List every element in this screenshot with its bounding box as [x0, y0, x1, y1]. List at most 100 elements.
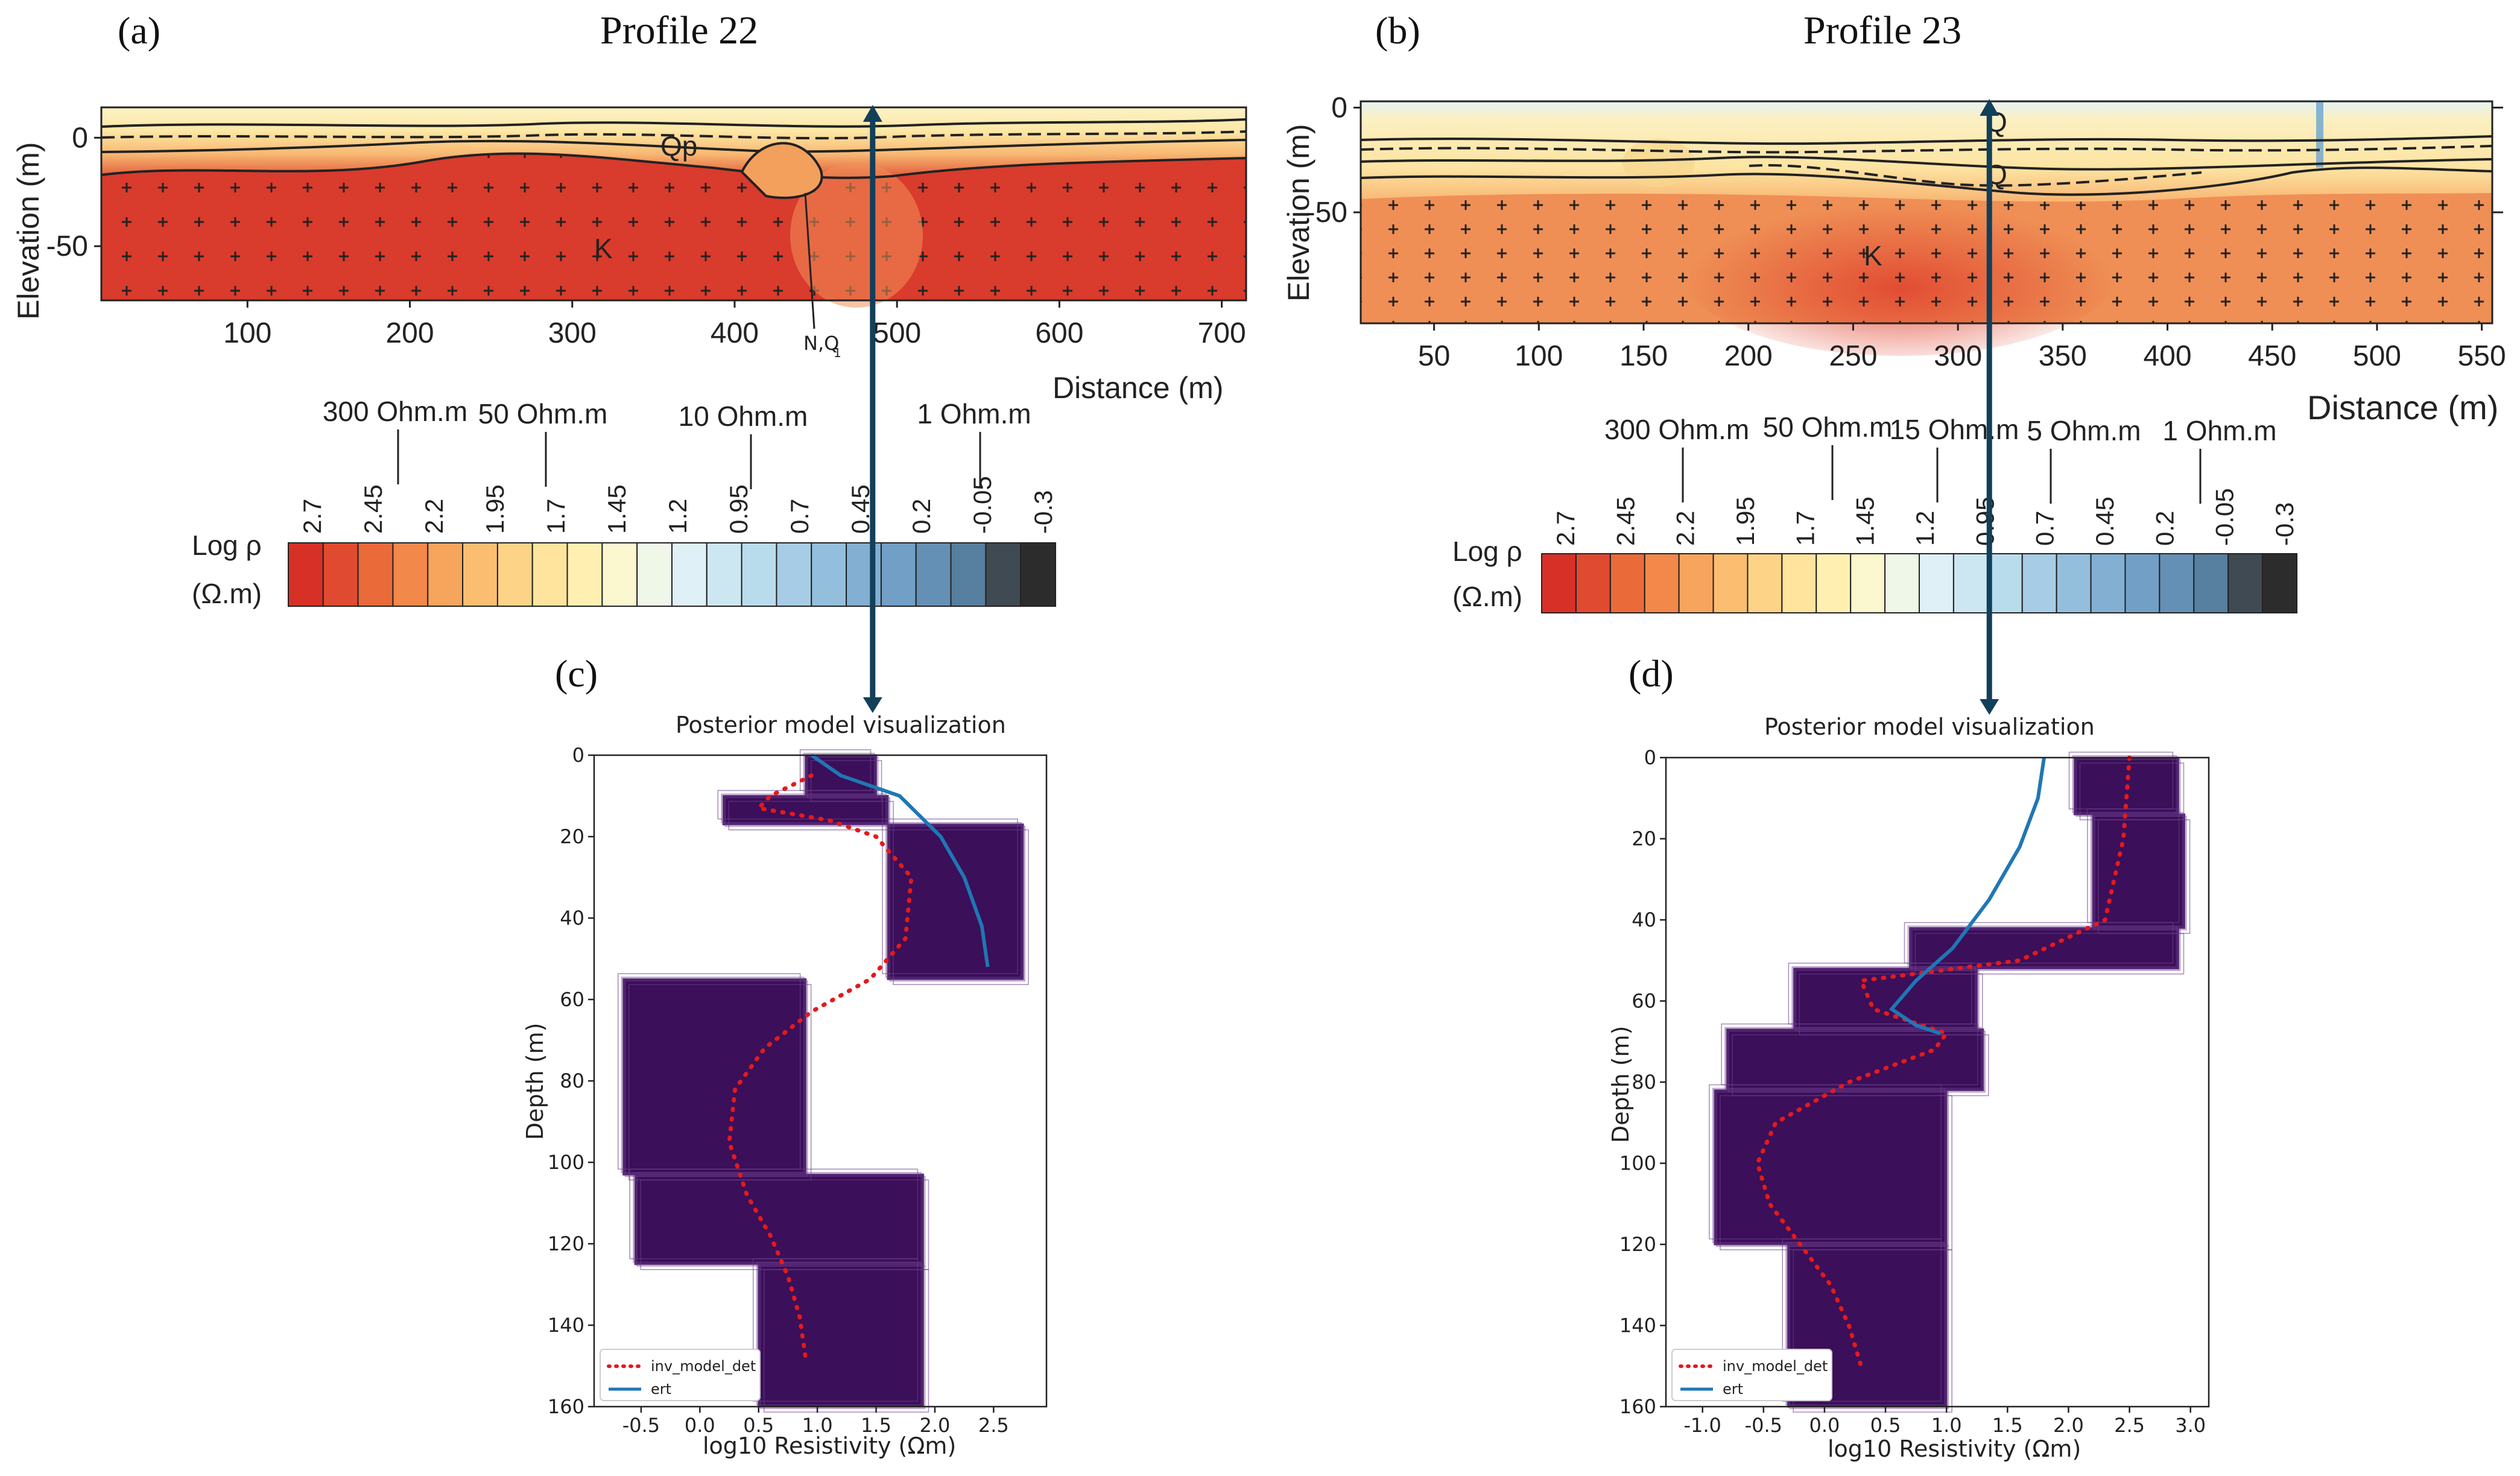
x-tick-label: 450 — [2248, 340, 2296, 372]
posterior-sample-edge — [1907, 925, 2177, 968]
x-tick-label: 1.0 — [802, 1414, 833, 1437]
y-tick-label: 60 — [1632, 990, 1656, 1013]
colorbar-tick-label: -0.3 — [1029, 490, 1057, 534]
panel-letter-c: (c) — [555, 652, 598, 695]
x-tick-label: 50 — [1418, 340, 1450, 372]
colorbar-tick-label: 1.95 — [1731, 496, 1759, 546]
posterior-d-plot-area: -1.0 -0.5 0.0 0.5 1.0 1.5 2.0 2.5 3.0 0 20 40 60 80 10… — [1619, 746, 2210, 1437]
x-tick-label: 2.5 — [978, 1414, 1009, 1437]
colorbar-tick-label: 1.45 — [603, 484, 631, 534]
posterior-d-title: Posterior model visualization — [1764, 714, 2095, 740]
y-tick-label: 120 — [1619, 1233, 1656, 1256]
x-tick-label: 550 — [2458, 340, 2506, 372]
x-tick-label: 0.0 — [1809, 1414, 1840, 1437]
posterior-sample-edge — [724, 797, 890, 827]
x-tick-label: 3.0 — [2175, 1414, 2206, 1437]
colorbar-cell — [288, 542, 324, 607]
x-tick-label: 0.5 — [743, 1414, 774, 1437]
colorbar-tick-label: 1.95 — [481, 484, 509, 534]
colorbar-cell — [2021, 553, 2057, 613]
y-tick-label: 160 — [548, 1395, 584, 1418]
colorbar-cell — [776, 542, 812, 607]
section-a-axes: 100 200 300 400 500 600 700 0 -50 — [46, 122, 1246, 349]
colorbar-cell — [2159, 553, 2195, 613]
ohm-label: 10 Ohm.m — [679, 401, 808, 432]
x-tick-label: 300 — [548, 317, 597, 349]
posterior-sample-edge — [759, 1265, 926, 1409]
section-a-xlabel: Distance (m) — [1053, 371, 1223, 405]
ohm-label: 5 Ohm.m — [2027, 415, 2141, 446]
legend-label: inv_model_det — [1723, 1358, 1828, 1375]
x-tick-label: 200 — [1724, 340, 1773, 372]
colorbar-cell — [1850, 553, 1886, 613]
colorbar-cell — [496, 542, 533, 607]
colorbar-cell — [1609, 553, 1645, 613]
colorbar-cell — [392, 542, 429, 607]
colorbar-tick-label: -0.05 — [2211, 488, 2239, 546]
y-tick-label: 80 — [1632, 1071, 1656, 1094]
y-tick-label: 40 — [560, 907, 584, 930]
x-tick-label: 500 — [873, 317, 921, 349]
colorbar-b-label-line2: (Ω.m) — [1452, 581, 1522, 612]
x-tick-label: 1.5 — [861, 1414, 891, 1437]
colorbar-b-label-line1: Log ρ — [1452, 536, 1522, 567]
y-tick-label: 0 — [1331, 92, 1347, 124]
colorbar-tick-label: 1.7 — [542, 499, 570, 534]
colorbar-cell — [671, 542, 708, 607]
section-b-axes: 50 100 150 200 250 300 350 400 450 500 550 0 -50 — [1306, 92, 2506, 372]
colorbar-tick-label: 0.7 — [785, 499, 814, 534]
x-tick-label: 100 — [223, 317, 271, 349]
x-tick-label: 500 — [2353, 340, 2401, 372]
posterior-sample-edge — [1793, 1249, 1952, 1413]
posterior-c-ylabel: Depth (m) — [522, 1023, 548, 1141]
y-tick-label: -50 — [46, 230, 88, 262]
x-tick-label: 100 — [1515, 340, 1563, 372]
colorbar-tick-label: 1.7 — [1791, 511, 1819, 546]
colorbar-cell — [531, 542, 568, 607]
section-a-ylabel: Elevation (m) — [11, 142, 45, 320]
colorbar-cell — [706, 542, 742, 607]
posterior-c-title: Posterior model visualization — [676, 712, 1006, 738]
colorbar-tick-label: 2.2 — [420, 499, 448, 534]
colorbar-cell — [2193, 553, 2229, 613]
y-tick-label: 0 — [1644, 746, 1656, 769]
profile-22-title: Profile 22 — [600, 8, 758, 52]
colorbar-tick-label: 0.2 — [907, 499, 936, 534]
y-tick-label: 60 — [560, 988, 584, 1011]
label-nq: N,Q — [803, 332, 839, 355]
legend-label: ert — [1723, 1381, 1743, 1398]
connector-arrow-head-bottom — [863, 697, 882, 713]
posterior-band-layer — [634, 1173, 924, 1265]
colorbar-tick-label: 0.95 — [1971, 496, 1999, 546]
connector-arrow-head-top — [863, 105, 882, 122]
y-tick-label: 80 — [560, 1069, 584, 1092]
colorbar-cell — [2262, 553, 2297, 613]
colorbar-cell — [1712, 553, 1749, 613]
posterior-c-plot-area: -0.5 0.0 0.5 1.0 1.5 2.0 2.5 0 20 40 60 80 100 120 140… — [548, 744, 1048, 1437]
colorbar-cell — [741, 542, 777, 607]
x-tick-label: -1.0 — [1683, 1414, 1721, 1437]
colorbar-tick-label: 0.45 — [2091, 496, 2119, 546]
connector-arrow-head-bottom — [1980, 699, 1999, 715]
ohm-label: 300 Ohm.m — [1604, 414, 1749, 445]
colorbar-cell — [1747, 553, 1783, 613]
x-tick-label: 0.5 — [1870, 1414, 1901, 1437]
posterior-sample-edge — [1789, 1246, 1949, 1409]
ohm-label: 50 Ohm.m — [478, 398, 608, 429]
posterior-band-layer — [1726, 1028, 1984, 1091]
colorbar-tick-label: 1.2 — [1911, 511, 1939, 546]
posterior-sample-edge — [885, 822, 1022, 978]
label-nq-subscript: 1 — [834, 346, 841, 360]
colorbar-tick-label: -0.05 — [968, 476, 996, 534]
label-k: K — [594, 233, 613, 264]
series-inv_model_det — [1755, 755, 2132, 1369]
colorbar-cell — [1952, 553, 1989, 613]
y-tick-label: 140 — [548, 1314, 584, 1337]
section-b-ylabel: Elevation (m) — [1282, 124, 1315, 302]
colorbar-cell — [915, 542, 952, 607]
legend-box — [1671, 1349, 1832, 1401]
y-tick-label: 0 — [72, 122, 88, 154]
legend-box — [600, 1349, 761, 1401]
y-tick-label: 140 — [1619, 1314, 1656, 1337]
panel-letter-a: (a) — [118, 9, 160, 52]
